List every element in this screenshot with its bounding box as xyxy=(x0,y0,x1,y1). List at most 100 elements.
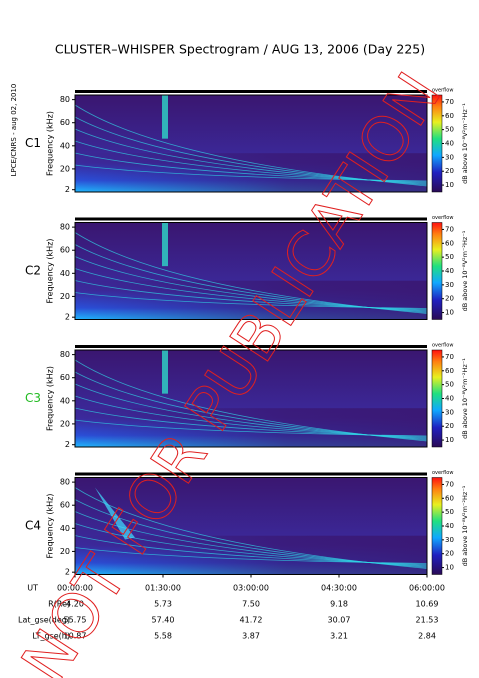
x-tick-label: 00:00:00 xyxy=(57,584,93,593)
y-tick-label: 2 xyxy=(65,568,70,577)
y-axis-label: Frequency (kHz) xyxy=(46,111,55,176)
row-label: Lat_gse(deg) xyxy=(18,616,70,625)
y-tick-label: 40 xyxy=(60,269,70,278)
cell: 3.21 xyxy=(330,632,348,641)
cell: 21.53 xyxy=(416,616,439,625)
y-tick-label: 60 xyxy=(60,118,70,127)
colorbar-tick-label: 50 xyxy=(445,381,454,389)
colorbar-label: dB above 10⁻⁸V²m⁻²Hz⁻¹ xyxy=(461,230,469,311)
colorbar-overflow: overflow xyxy=(432,215,453,221)
y-tick-label: 40 xyxy=(60,141,70,150)
row-label: R(Re) xyxy=(48,600,70,609)
cell: 10.69 xyxy=(416,600,439,609)
spectrogram-fade xyxy=(75,280,427,320)
row-label: LT_gse(h) xyxy=(32,632,70,641)
colorbar-tick-label: 70 xyxy=(445,98,454,106)
y-tick-label: 2 xyxy=(65,313,70,322)
panel-label: C3 xyxy=(25,391,41,405)
spectrogram-fade xyxy=(75,535,427,575)
colorbar-tick-label: 20 xyxy=(445,295,454,303)
ephemeris-table: UT 00:00:00 01:30:00 03:00:00 04:30:00 06:00:… xyxy=(18,584,445,641)
plot-frame xyxy=(74,222,428,320)
cell: 5.73 xyxy=(154,600,172,609)
y-tick-label: 2 xyxy=(65,440,70,449)
colorbar-tick-label: 60 xyxy=(445,494,454,502)
spectrogram-fade xyxy=(75,408,427,447)
colorbar-tick-label: 60 xyxy=(445,239,454,247)
colorbar-tick-label: 10 xyxy=(445,564,454,572)
y-axis-label: Frequency (kHz) xyxy=(46,366,55,431)
colorbar-tick-label: 70 xyxy=(445,480,454,488)
colorbar-tick-label: 30 xyxy=(445,281,454,289)
emission-burst xyxy=(95,487,135,540)
colorbar-tick-label: 40 xyxy=(445,395,454,403)
colorbar-tick-label: 20 xyxy=(445,422,454,430)
colorbar-tick-label: 20 xyxy=(445,167,454,175)
colorbar-tick-label: 50 xyxy=(445,508,454,516)
cell: 3.87 xyxy=(242,632,260,641)
y-tick-label: 80 xyxy=(60,223,70,232)
panel-label: C2 xyxy=(25,264,41,278)
x-tick-label: 06:00:00 xyxy=(409,584,445,593)
y-tick-label: 80 xyxy=(60,478,70,487)
y-axis-label: Frequency (kHz) xyxy=(46,239,55,304)
colorbar-tick-label: 50 xyxy=(445,253,454,261)
colorbar-overflow: overflow xyxy=(432,470,453,476)
colorbar-tick-label: 60 xyxy=(445,112,454,120)
colorbar xyxy=(431,222,443,320)
y-tick-label: 80 xyxy=(60,95,70,104)
panels: C1 Frequency (kHz) 2 20 40 60 80 overflow 10 20 30… xyxy=(25,88,469,578)
data-bar xyxy=(75,217,427,221)
colorbar xyxy=(431,349,443,448)
y-tick-label: 20 xyxy=(60,419,70,428)
emission-line xyxy=(74,419,428,437)
cell: 2.84 xyxy=(418,632,436,641)
cell: 5.58 xyxy=(154,632,172,641)
cell: 57.40 xyxy=(152,616,175,625)
y-axis-label: Frequency (kHz) xyxy=(46,494,55,559)
emission-burst xyxy=(162,95,168,139)
y-tick-label: 40 xyxy=(60,396,70,405)
cell: 9.18 xyxy=(330,600,348,609)
panel: C2 Frequency (kHz) 2 20 40 60 80 overflow 10 20 30… xyxy=(25,215,469,322)
data-bar xyxy=(75,345,427,348)
emission-burst xyxy=(162,222,168,267)
colorbar-tick-label: 40 xyxy=(445,522,454,530)
colorbar-label: dB above 10⁻⁸V²m⁻²Hz⁻¹ xyxy=(461,103,469,184)
y-tick-label: 20 xyxy=(60,164,70,173)
panel-label: C1 xyxy=(25,136,41,150)
colorbar-tick-label: 30 xyxy=(445,153,454,161)
panel-label: C4 xyxy=(25,519,41,533)
y-tick-label: 20 xyxy=(60,292,70,301)
y-tick-label: 60 xyxy=(60,501,70,510)
colorbar-tick-label: 30 xyxy=(445,536,454,544)
cell: 4.20 xyxy=(66,600,84,609)
cell: 10.87 xyxy=(64,632,87,641)
spectrogram-fade xyxy=(75,153,427,192)
cell: 30.07 xyxy=(328,616,351,625)
colorbar-tick-label: 60 xyxy=(445,367,454,375)
colorbar-tick-label: 50 xyxy=(445,126,454,134)
emission-line xyxy=(74,292,428,309)
emission-line xyxy=(74,164,428,182)
credit: LPCE/CNRS - aug 02, 2010 xyxy=(10,84,18,177)
emission-line xyxy=(74,547,428,564)
colorbar-tick-label: 10 xyxy=(445,181,454,189)
colorbar-tick-label: 30 xyxy=(445,408,454,416)
colorbar-tick-label: 40 xyxy=(445,267,454,275)
y-tick-label: 80 xyxy=(60,350,70,359)
data-bar xyxy=(75,472,427,476)
y-tick-label: 20 xyxy=(60,547,70,556)
x-tick-label: 04:30:00 xyxy=(321,584,357,593)
colorbar-tick-label: 40 xyxy=(445,140,454,148)
colorbar-overflow: overflow xyxy=(432,343,453,349)
emission-burst xyxy=(162,350,168,394)
panel: C1 Frequency (kHz) 2 20 40 60 80 overflow 10 20 30… xyxy=(25,88,469,195)
colorbar-label: dB above 10⁻⁸V²m⁻²Hz⁻¹ xyxy=(461,358,469,439)
y-tick-label: 60 xyxy=(60,246,70,255)
colorbar xyxy=(431,477,443,575)
plot-frame xyxy=(74,349,428,448)
cell: 41.72 xyxy=(240,616,263,625)
colorbar-label: dB above 10⁻⁸V²m⁻²Hz⁻¹ xyxy=(461,485,469,566)
